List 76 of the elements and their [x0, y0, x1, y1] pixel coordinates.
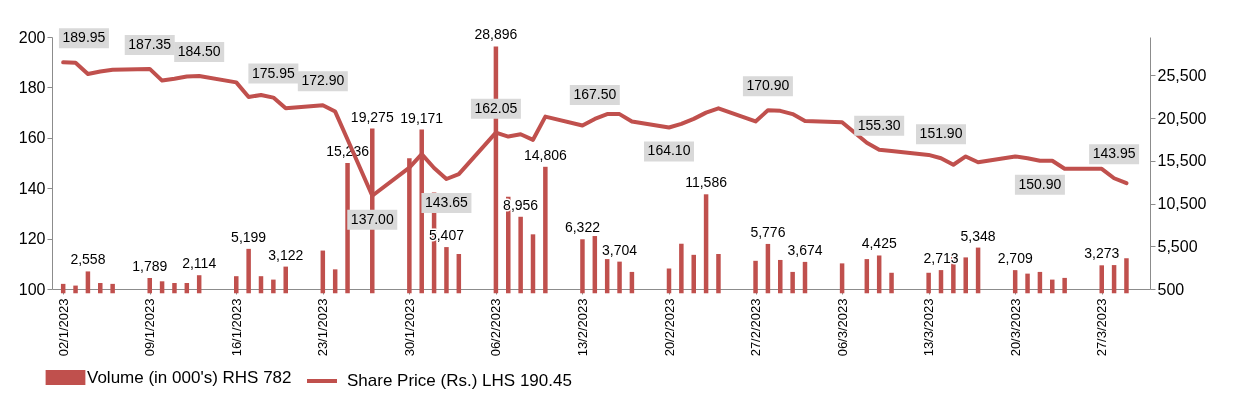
- bar: [246, 248, 251, 294]
- bar: [580, 239, 585, 294]
- y2-tick-label: 25,500: [1157, 66, 1207, 84]
- bar: [1050, 279, 1055, 294]
- data-label: 28,896: [474, 26, 518, 43]
- data-label: 3,674: [787, 241, 823, 258]
- data-label: 11,586: [685, 174, 728, 191]
- bar: [110, 283, 115, 294]
- data-label: 4,425: [861, 235, 897, 252]
- bar: [1124, 258, 1129, 294]
- x-tick-label: 02/1/2023: [55, 298, 71, 357]
- data-label: 2,713: [923, 250, 959, 267]
- bar: [716, 253, 721, 294]
- bar: [85, 271, 91, 294]
- x-tick-label: 06/2/2023: [488, 298, 504, 357]
- x-tick-label: 27/2/2023: [748, 298, 764, 357]
- legend-label: Share Price (Rs.) LHS 190.45: [347, 371, 572, 390]
- bar: [679, 243, 684, 294]
- y2-tick-label: 15,500: [1157, 152, 1207, 170]
- y-tick-label: 200: [18, 28, 46, 46]
- data-label: 1,789: [132, 257, 168, 274]
- x-tick-label: 13/2/2023: [574, 298, 590, 357]
- data-label: 3,273: [1084, 245, 1120, 262]
- bar: [518, 216, 523, 294]
- y2-tick-label: 500: [1157, 280, 1185, 298]
- data-label: 5,348: [960, 227, 996, 244]
- bar: [172, 283, 177, 294]
- bar: [543, 166, 548, 294]
- data-label: 5,199: [231, 228, 267, 245]
- bar: [283, 266, 288, 294]
- data-label: 14,806: [523, 146, 567, 163]
- data-label: 2,709: [997, 250, 1033, 267]
- bar: [963, 257, 968, 294]
- bar: [617, 261, 622, 294]
- y-tick-label: 140: [18, 179, 46, 197]
- bar: [73, 285, 78, 294]
- bar: [790, 271, 795, 294]
- legend-label: Volume (in 000's) RHS 782: [87, 367, 292, 387]
- y-tick-label: 180: [18, 78, 46, 96]
- x-tick-label: 16/1/2023: [228, 298, 244, 357]
- data-label: 19,171: [400, 109, 444, 126]
- bar: [444, 247, 449, 294]
- y2-tick-label: 10,500: [1157, 195, 1207, 213]
- y-tick-label: 100: [18, 280, 46, 298]
- y2-tick-label: 5,500: [1157, 237, 1198, 255]
- data-label: 2,558: [70, 251, 106, 268]
- x-tick-label: 30/1/2023: [401, 298, 417, 357]
- data-label: 3,122: [268, 246, 304, 263]
- data-label: 3,704: [602, 241, 638, 258]
- x-tick-label: 27/3/2023: [1094, 298, 1110, 357]
- y-tick-label: 120: [18, 230, 46, 248]
- x-tick-label: 13/3/2023: [921, 298, 937, 357]
- x-tick-label: 23/1/2023: [315, 298, 331, 357]
- bar: [926, 272, 931, 294]
- bar: [889, 272, 894, 294]
- data-label: 6,322: [564, 219, 601, 236]
- bar: [666, 268, 672, 294]
- x-tick-label: 20/2/2023: [661, 298, 677, 357]
- bar: [1099, 265, 1104, 294]
- x-tick-label: 06/3/2023: [834, 298, 850, 357]
- x-tick-label: 09/1/2023: [142, 298, 158, 357]
- bar: [271, 279, 276, 294]
- bar: [147, 277, 152, 294]
- bar: [778, 259, 783, 294]
- data-label: 5,776: [750, 223, 786, 240]
- y2-tick-label: 20,500: [1157, 109, 1207, 127]
- data-label: 2,114: [182, 255, 217, 272]
- y-tick-label: 160: [18, 129, 46, 147]
- bar: [98, 283, 103, 294]
- bar: [691, 254, 696, 294]
- x-tick-label: 20/3/2023: [1007, 298, 1023, 357]
- data-label: 19,275: [350, 108, 394, 125]
- bar: [1025, 273, 1030, 294]
- bar: [1062, 277, 1067, 294]
- bar: [234, 276, 239, 294]
- bar: [753, 260, 758, 294]
